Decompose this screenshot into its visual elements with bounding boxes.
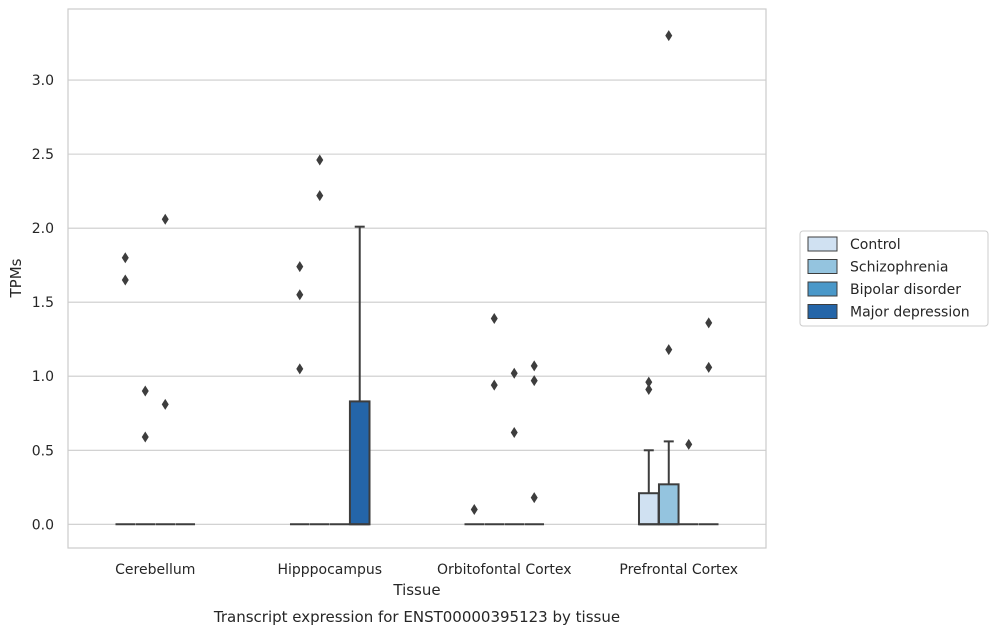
outliers xyxy=(121,30,713,515)
outlier-point xyxy=(490,379,498,391)
y-tick-label: 2.0 xyxy=(32,221,54,237)
outlier-point xyxy=(665,30,673,42)
box-group xyxy=(657,440,680,526)
y-tick-label: 0.5 xyxy=(32,443,54,459)
outlier-point xyxy=(141,385,149,397)
x-tick-label: Cerebellum xyxy=(115,562,195,578)
outlier-point xyxy=(141,431,149,443)
y-tick-label: 3.0 xyxy=(32,73,54,89)
outlier-point xyxy=(296,289,304,301)
outlier-point xyxy=(490,312,498,324)
boxes xyxy=(115,225,719,526)
legend-label: Control xyxy=(850,237,901,253)
plot-area-frame xyxy=(67,8,767,549)
y-tick-label: 2.5 xyxy=(32,147,54,163)
outlier-point xyxy=(316,190,324,202)
legend-swatch xyxy=(807,304,838,319)
x-tick-label: Orbitofontal Cortex xyxy=(437,562,572,578)
box xyxy=(657,483,680,526)
legend-swatch xyxy=(807,236,838,252)
x-axis-label: Tissue xyxy=(392,581,440,599)
legend-label: Schizophrenia xyxy=(850,260,948,276)
y-tick-label: 1.0 xyxy=(32,369,54,385)
outlier-point xyxy=(665,344,673,356)
outlier-point xyxy=(705,361,713,373)
y-tick-labels: 0.0 0.5 1.0 1.5 2.0 2.5 3.0 xyxy=(32,73,54,533)
outlier-point xyxy=(316,154,324,166)
x-tick-label: Hipppocampus xyxy=(277,562,382,578)
y-axis-label: TPMs xyxy=(7,258,25,298)
legend-swatch xyxy=(807,281,838,297)
y-tick-label: 1.5 xyxy=(32,295,54,311)
legend-label: Bipolar disorder xyxy=(850,282,961,298)
legend-label: Major depression xyxy=(850,305,970,321)
outlier-point xyxy=(121,252,129,264)
outlier-point xyxy=(530,492,538,504)
x-tick-label: Prefrontal Cortex xyxy=(619,562,738,578)
outlier-point xyxy=(121,274,129,286)
outlier-point xyxy=(530,375,538,387)
box-group xyxy=(637,449,660,526)
outlier-point xyxy=(161,213,169,225)
gridlines xyxy=(68,79,766,525)
outlier-point xyxy=(296,261,304,273)
box xyxy=(637,492,660,526)
outlier-point xyxy=(530,360,538,372)
outlier-point xyxy=(296,363,304,375)
outlier-point xyxy=(645,376,653,388)
outlier-point xyxy=(161,398,169,410)
y-tick-label: 0.0 xyxy=(32,517,54,533)
outlier-point xyxy=(510,367,518,379)
outlier-point xyxy=(470,504,478,515)
box xyxy=(348,400,371,526)
outlier-point xyxy=(645,384,653,396)
x-tick-labels: Cerebellum Hipppocampus Orbitofontal Corte… xyxy=(115,562,738,578)
outlier-point xyxy=(510,427,518,438)
legend: Control Schizophrenia Bipolar disorder Majo… xyxy=(799,230,989,327)
legend-frame xyxy=(799,230,989,327)
box-group xyxy=(348,225,371,526)
chart-caption: Transcript expression for ENST0000039512… xyxy=(213,608,620,626)
outlier-point xyxy=(705,317,713,329)
outlier-point xyxy=(685,438,693,450)
legend-swatch xyxy=(807,259,838,274)
